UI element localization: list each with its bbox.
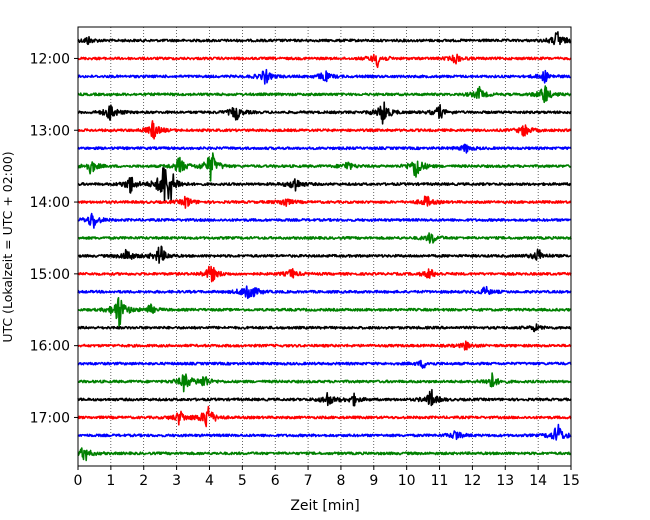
trace-1500 [77,265,572,283]
x-tick-label: 8 [336,473,345,489]
y-tick-label: 17:00 [30,410,70,426]
y-axis-ticks: 12:00 13:00 14:00 15:00 16:00 17:00 [30,51,78,426]
trace-1330 [77,152,572,182]
y-tick-label: 14:00 [30,195,70,211]
trace-1430 [77,232,572,244]
trace-1400 [77,195,572,209]
x-tick-label: 15 [562,473,580,489]
x-tick-label: 13 [496,473,514,489]
x-tick-label: 11 [431,473,449,489]
trace-1545 [77,323,572,333]
x-tick-label: 2 [139,473,148,489]
trace-1700 [77,405,572,428]
trace-1345 [77,167,572,202]
y-tick-label: 13:00 [30,123,70,139]
trace-1145 [77,31,572,46]
x-tick-label: 0 [74,473,83,489]
grid-lines [110,27,539,466]
trace-1515 [77,285,572,300]
trace-1715 [77,423,572,441]
trace-1600 [77,340,572,351]
plot-frame [77,26,572,467]
x-tick-label: 3 [172,473,181,489]
trace-1230 [77,85,572,104]
x-tick-label: 12 [463,473,481,489]
y-tick-label: 16:00 [30,339,70,355]
x-axis-ticks: 0 1 2 3 4 5 6 7 8 9 10 11 12 13 14 15 [74,466,580,489]
trace-1445 [77,245,572,264]
x-tick-label: 4 [205,473,214,489]
y-tick-label: 15:00 [30,267,70,283]
trace-1245 [77,101,572,125]
trace-1645 [77,388,572,407]
trace-1615 [77,359,572,369]
trace-1200 [77,53,572,69]
y-tick-label: 12:00 [30,51,70,67]
seismic-traces [77,31,572,462]
x-tick-label: 9 [369,473,378,489]
trace-1315 [77,143,572,154]
trace-1415 [77,212,572,229]
trace-1300 [77,120,572,140]
x-tick-label: 10 [398,473,416,489]
x-tick-label: 1 [106,473,115,489]
x-tick-label: 7 [304,473,313,489]
trace-1530 [77,297,572,329]
trace-1630 [77,372,572,393]
trace-1215 [77,68,572,85]
x-tick-label: 14 [529,473,547,489]
x-tick-label: 6 [271,473,280,489]
x-tick-label: 5 [238,473,247,489]
trace-1730 [77,447,572,462]
y-axis-label: UTC (Lokalzeit = UTC + 02:00) [0,151,15,342]
x-axis-label: Zeit [min] [290,498,359,514]
